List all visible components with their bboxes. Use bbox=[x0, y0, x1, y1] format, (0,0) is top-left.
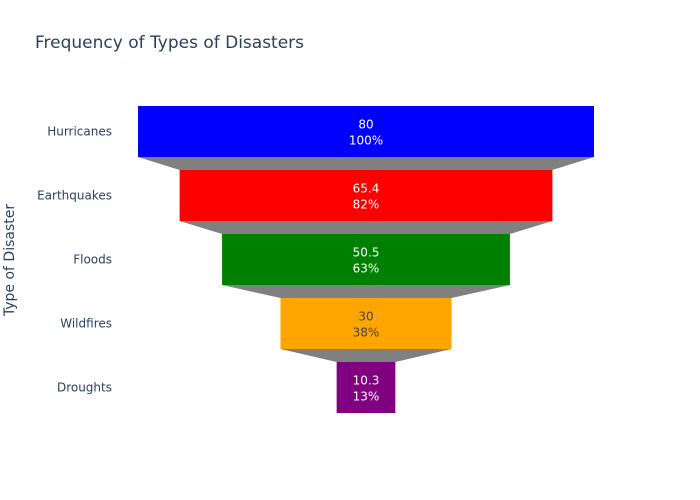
category-label-floods: Floods bbox=[73, 253, 112, 267]
category-label-hurricanes: Hurricanes bbox=[47, 125, 112, 139]
funnel-bar-droughts bbox=[336, 362, 396, 413]
funnel-bar-wildfires bbox=[280, 298, 452, 349]
funnel-connector-floods bbox=[222, 285, 510, 298]
chart-title: Frequency of Types of Disasters bbox=[35, 33, 305, 53]
funnel-connector-wildfires bbox=[280, 349, 452, 362]
value-label-floods: 50.5 bbox=[353, 246, 380, 260]
percent-label-earthquakes: 82% bbox=[353, 198, 380, 212]
category-label-earthquakes: Earthquakes bbox=[37, 189, 112, 203]
value-label-hurricanes: 80 bbox=[358, 118, 373, 132]
value-label-wildfires: 30 bbox=[358, 310, 373, 324]
funnel-bar-floods bbox=[222, 234, 510, 285]
percent-label-wildfires: 38% bbox=[353, 326, 380, 340]
funnel-bar-hurricanes bbox=[138, 106, 594, 157]
percent-label-hurricanes: 100% bbox=[349, 134, 383, 148]
value-label-earthquakes: 65.4 bbox=[353, 182, 380, 196]
value-label-droughts: 10.3 bbox=[353, 374, 380, 388]
funnel-connector-earthquakes bbox=[179, 221, 553, 234]
percent-label-floods: 63% bbox=[353, 262, 380, 276]
funnel-connector-hurricanes bbox=[138, 157, 594, 170]
category-label-droughts: Droughts bbox=[57, 381, 112, 395]
funnel-bar-earthquakes bbox=[179, 170, 553, 221]
percent-label-droughts: 13% bbox=[353, 390, 380, 404]
category-label-wildfires: Wildfires bbox=[60, 317, 112, 331]
